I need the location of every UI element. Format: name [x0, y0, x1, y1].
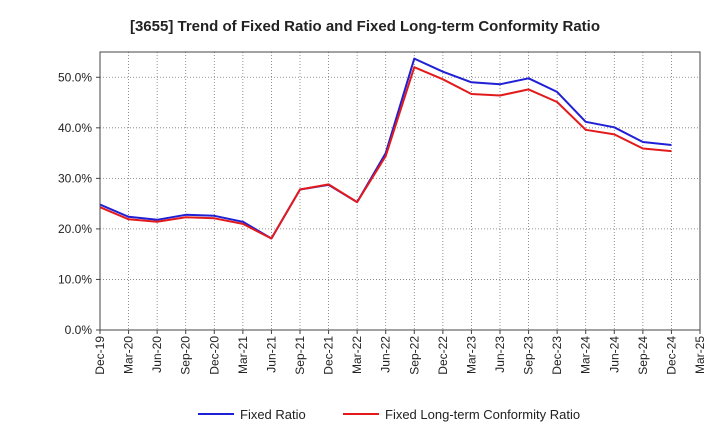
x-tick-label: Dec-22 — [436, 336, 450, 375]
x-tick-label: Dec-20 — [207, 336, 221, 375]
plot-border — [99, 51, 701, 331]
x-tick-label: Jun-21 — [264, 336, 278, 373]
x-tick-label: Sep-22 — [407, 336, 421, 375]
y-tick-label: 50.0% — [58, 70, 92, 84]
y-tick-label: 10.0% — [58, 272, 92, 286]
x-tick-label: Mar-20 — [122, 336, 136, 374]
legend-label: Fixed Ratio — [240, 407, 306, 422]
x-tick-label: Jun-23 — [493, 336, 507, 373]
x-tick-label: Sep-20 — [179, 336, 193, 375]
x-tick-label: Dec-23 — [550, 336, 564, 375]
x-tick-label: Mar-22 — [350, 336, 364, 374]
x-tick-label: Jun-24 — [607, 336, 621, 373]
x-tick-label: Dec-19 — [93, 336, 107, 375]
plot-area — [100, 52, 700, 330]
x-tick-label: Sep-23 — [522, 336, 536, 375]
x-tick-label: Mar-24 — [579, 336, 593, 374]
series-lines — [99, 57, 672, 240]
x-tick-label: Sep-21 — [293, 336, 307, 375]
x-tick-label: Mar-21 — [236, 336, 250, 374]
x-axis-ticks: Dec-19 Mar-20 Jun-20 Sep-20 Dec-20 Mar-21 Jun-… — [93, 330, 707, 375]
grid — [100, 52, 700, 330]
y-tick-label: 0.0% — [65, 323, 93, 337]
x-tick-label: Mar-25 — [693, 336, 707, 374]
x-tick-label: Dec-21 — [322, 336, 336, 375]
x-tick-label: Jun-20 — [150, 336, 164, 373]
legend-label: Fixed Long-term Conformity Ratio — [385, 407, 580, 422]
x-tick-label: Dec-24 — [664, 336, 678, 375]
y-tick-label: 40.0% — [58, 121, 92, 135]
y-tick-label: 30.0% — [58, 171, 92, 185]
chart-title: [3655] Trend of Fixed Ratio and Fixed Lo… — [130, 18, 600, 35]
series-line — [99, 66, 672, 240]
x-tick-label: Sep-24 — [636, 336, 650, 375]
x-tick-label: Jun-22 — [379, 336, 393, 373]
y-tick-label: 20.0% — [58, 222, 92, 236]
y-axis-ticks: 0.0% 10.0% 20.0% 30.0% 40.0% 50.0% — [58, 70, 100, 337]
x-tick-label: Mar-23 — [464, 336, 478, 374]
legend: Fixed Ratio Fixed Long-term Conformity Ra… — [198, 407, 580, 422]
